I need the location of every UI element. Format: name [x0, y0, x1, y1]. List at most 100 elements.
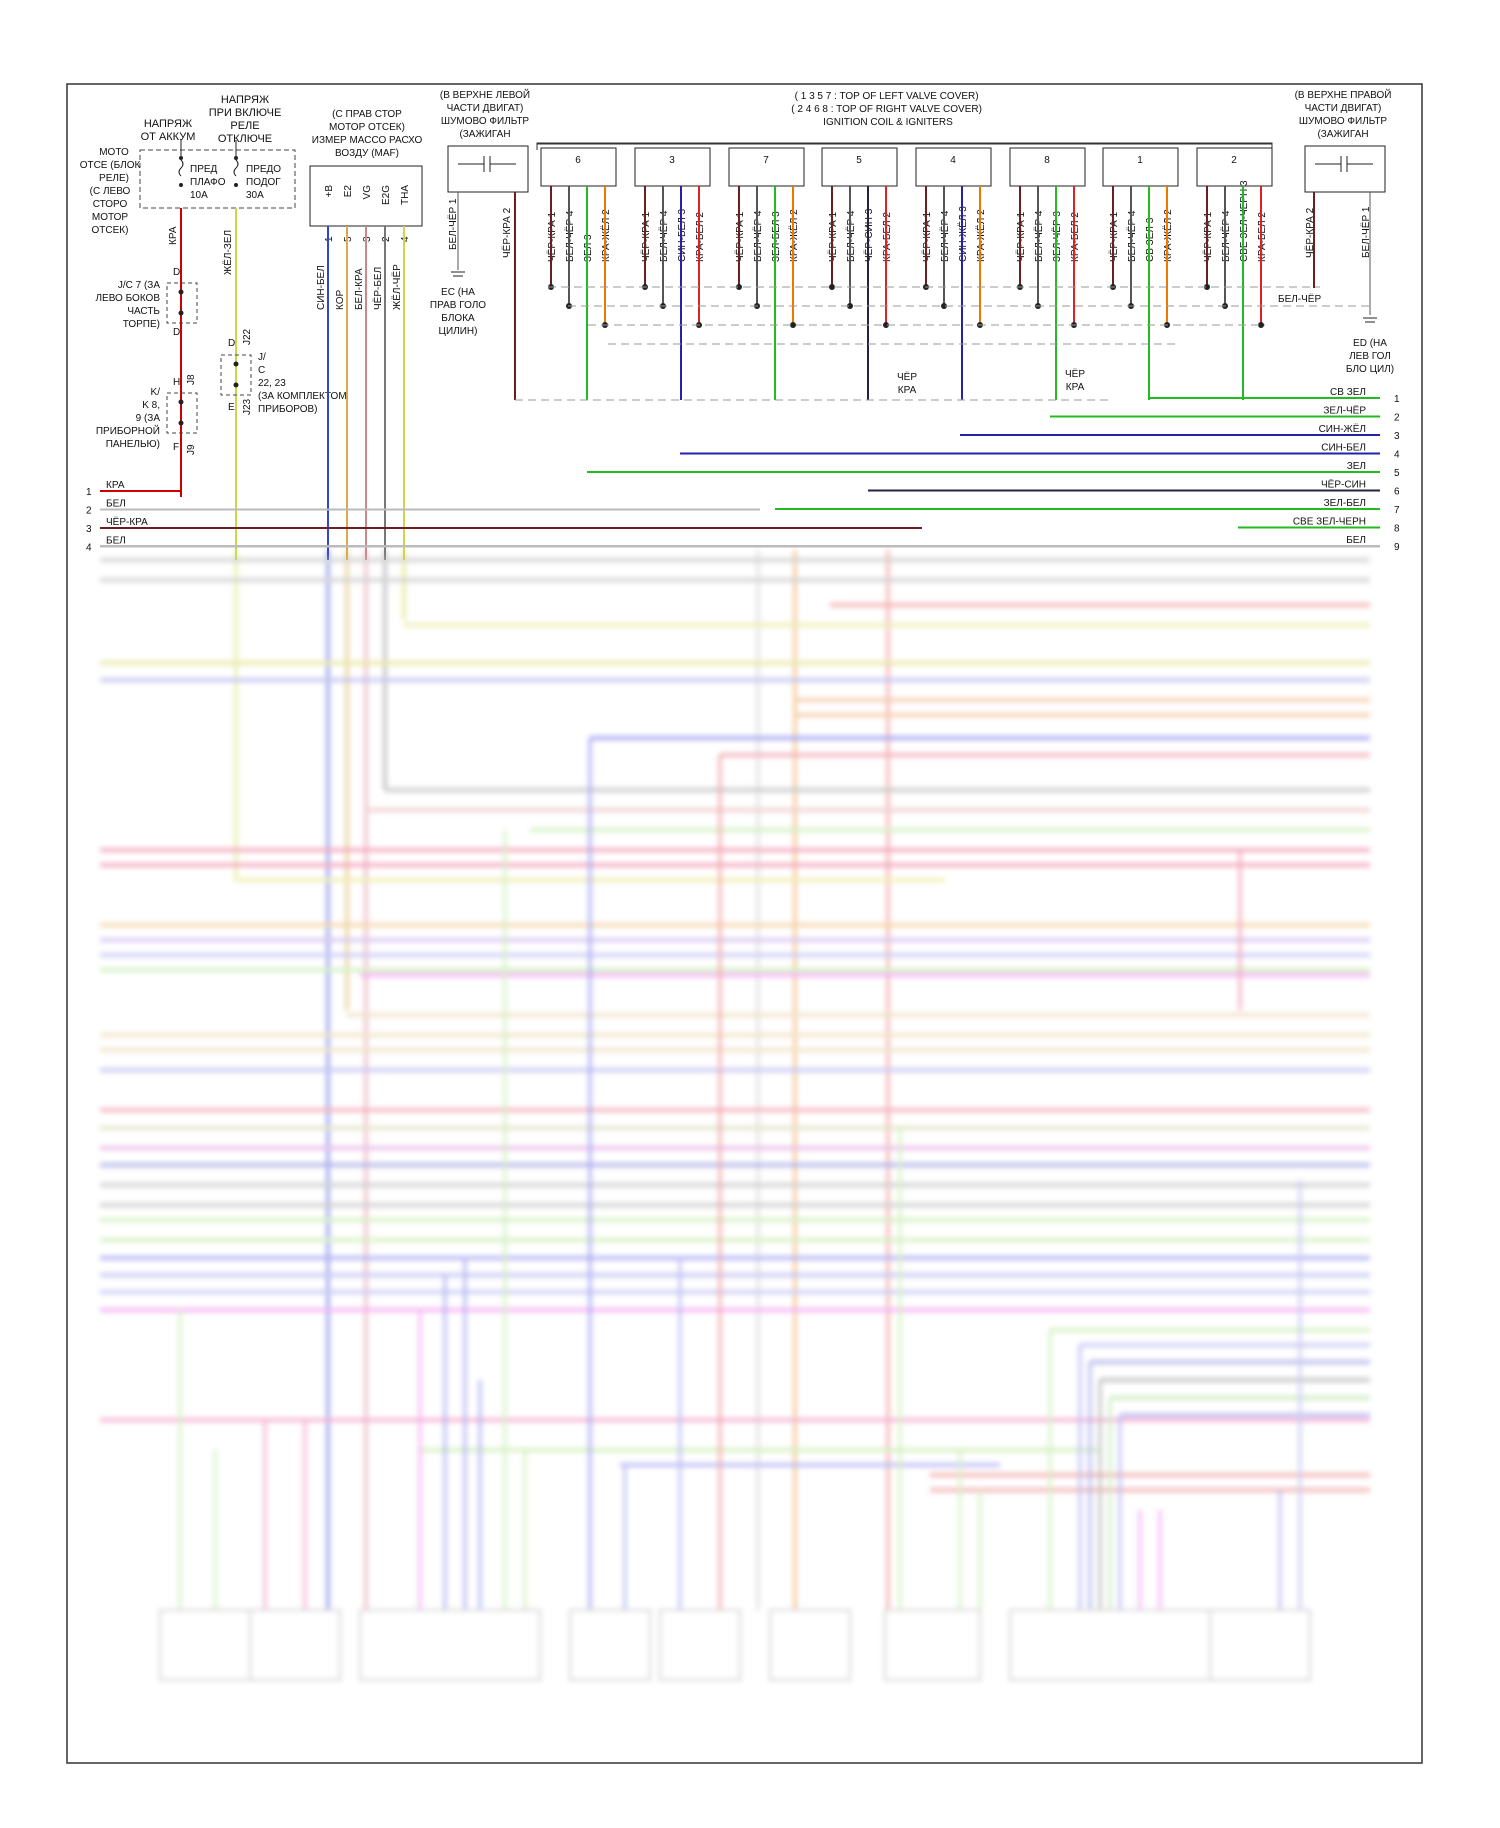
right-output-1: СВ ЗЕЛ 1 [1150, 387, 1400, 405]
k8-connector: K/K 8, 9 (ЗА ПРИБОРНОЙ ПАНЕЛЬЮ) H F J8 J9 [96, 374, 198, 455]
coil-number: 4 [950, 155, 956, 166]
coil-number: 7 [763, 155, 769, 166]
jc7-label: J/C 7 (ЗА ЛЕВО БОКОВ ЧАСТЬ ТОРПЕ) [95, 280, 160, 330]
coil-wire-label: ЗЕЛ 3 [583, 234, 594, 262]
maf-pin-num: 3 [362, 236, 373, 242]
diagram-top-section: НАПРЯЖ ОТ АККУМ НАПРЯЖ ПРИ ВКЛЮЧЕ РЕЛЕ ОТКЛЮ… [66, 83, 1423, 1764]
right-output-label: СИН-ЖЁЛ [1319, 423, 1366, 435]
left-output-label: ЧЁР-КРА [106, 516, 148, 528]
right-output-number: 7 [1394, 505, 1400, 516]
maf-pin-num: 1 [324, 236, 335, 242]
left-output-number: 4 [86, 543, 92, 554]
coil-number: 2 [1231, 155, 1237, 166]
maf-pin-num: 4 [400, 236, 411, 242]
right-output-7: ЗЕЛ-БЕЛ 7 [775, 498, 1400, 516]
maf-pin-label: VG [362, 185, 373, 200]
right-output-3: СИН-ЖЁЛ 3 [960, 423, 1400, 442]
right-output-number: 6 [1394, 487, 1400, 498]
left-output-lines: КРА 1 БЕЛ 2 ЧЁР-КРА 3 БЕЛ 4 [86, 480, 1380, 554]
k8-J8: J8 [186, 374, 197, 385]
zhel-zel-wire-label: ЖЁЛ-ЗЕЛ [222, 230, 234, 275]
diagram-frame [66, 83, 1423, 1764]
jc7-D-top: D [173, 267, 180, 278]
right-output-label: СВЕ ЗЕЛ-ЧЕРН [1293, 517, 1366, 528]
right-output-label: СВ ЗЕЛ [1330, 387, 1366, 398]
maf-wire-label: ЖЁЛ-ЧЁР [391, 264, 403, 310]
maf-pin-num: 2 [381, 236, 392, 242]
k8-label: K/K 8, 9 (ЗА ПРИБОРНОЙ ПАНЕЛЬЮ) [96, 387, 160, 450]
right-output-label: СИН-БЕЛ [1321, 443, 1366, 454]
jc22-connector: J/C 22, 23 (ЗА КОМПЛЕКТОМ ПРИБОРОВ) D E J22… [220, 328, 347, 415]
jc22-J23: J23 [242, 398, 253, 415]
right-output-2: ЗЕЛ-ЧЁР 2 [1050, 405, 1400, 424]
right-output-4: СИН-БЕЛ 4 [680, 443, 1400, 461]
fuse2-label: ПРЕДО ПОДОГ 30A [246, 164, 281, 201]
right-output-label: ЧЁР-СИН [1321, 479, 1366, 491]
left-output-4: БЕЛ 4 [86, 536, 1380, 554]
jc7-connector: J/C 7 (ЗА ЛЕВО БОКОВ ЧАСТЬ ТОРПЕ) D D [95, 267, 198, 338]
coil-wire-label: ЗЕЛ-БЕЛ 3 [771, 211, 782, 262]
right-output-label: ЗЕЛ-ЧЁР [1323, 405, 1366, 417]
maf-title: (С ПРАВ СТОР МОТОР ОТСЕК) ИЗМЕР МАССО РАСХ… [312, 109, 423, 159]
maf-wire-label: БЕЛ-КРА [354, 268, 365, 310]
coil-wire-label: КРА-БЕЛ 2 [695, 212, 706, 262]
ign-supply-label: НАПРЯЖ ПРИ ВКЛЮЧЕ РЕЛЕ ОТКЛЮЧЕ [209, 94, 282, 145]
cher-kra-mid2-label: ЧЁР КРА [1065, 368, 1085, 393]
coil-number: 8 [1044, 155, 1050, 166]
k8-J9: J9 [186, 444, 197, 455]
jc7-D-bottom: D [173, 327, 180, 338]
coil-title: ( 1 3 5 7 : TOP OF LEFT VALVE COVER) ( 2… [791, 91, 984, 128]
maf-wire-label: ЧЁР-БЕЛ [372, 267, 384, 310]
maf-pin-label: +B [324, 185, 335, 198]
right-output-number: 2 [1394, 413, 1400, 424]
left-output-number: 1 [86, 487, 92, 498]
engine-relay-label: МОТО ОТСЕ (БЛОК РЕЛЕ) (С ЛЕВО СТОРО МОТОР ОТСЕ… [80, 147, 141, 236]
maf-pin-num: 5 [343, 236, 354, 242]
left-output-label: БЕЛ [106, 536, 126, 547]
right-output-9: БЕЛ 9 [1346, 535, 1400, 553]
coil-wire-label: КРА-БЕЛ 2 [1070, 212, 1081, 262]
left-output-label: КРА [106, 480, 125, 491]
jc22-J22: J22 [242, 328, 253, 345]
fuse1-label: ПРЕД ПЛАФО 10A [190, 164, 226, 201]
left-filter-label: (В ВЕРХНЕ ЛЕВОЙ ЧАСТИ ДВИГАТ) ШУМОВО ФИЛЬТ… [440, 88, 530, 140]
bel-cher-label: БЕЛ-ЧЁР [1278, 293, 1321, 305]
coil-wire-label: КРА-БЕЛ 2 [1257, 212, 1268, 262]
right-output-5: ЗЕЛ 5 [587, 461, 1400, 479]
right-noise-filter: (В ВЕРХНЕ ПРАВОЙ ЧАСТИ ДВИГАТ) ШУМОВО ФИЛЬ… [1278, 88, 1394, 375]
left-filter-wire1: БЕЛ-ЧЁР 1 [447, 198, 459, 250]
engine-relay-block: НАПРЯЖ ОТ АККУМ НАПРЯЖ ПРИ ВКЛЮЧЕ РЕЛЕ ОТКЛЮ… [80, 94, 296, 236]
right-filter-wire2: БЕЛ-ЧЁР 1 [1360, 206, 1372, 258]
jc22-D: D [228, 338, 235, 349]
maf-sensor: (С ПРАВ СТОР МОТОР ОТСЕК) ИЗМЕР МАССО РАСХ… [309, 109, 423, 310]
kra-wire-label: КРА [168, 226, 179, 245]
coil-number: 1 [1137, 155, 1143, 166]
cher-kra-mid-label: ЧЁР КРА [897, 371, 917, 396]
right-output-number: 3 [1394, 431, 1400, 442]
maf-pin-label: E2 [343, 185, 354, 198]
coil-wire-label: СИН-БЕЛ 3 [677, 208, 688, 262]
maf-pin-label: THA [400, 185, 411, 205]
right-output-number: 5 [1394, 468, 1400, 479]
maf-wire-label: СИН-БЕЛ [316, 265, 327, 310]
maf-wire-label: КОР [335, 290, 346, 310]
right-output-label: БЕЛ [1346, 535, 1366, 546]
left-output-number: 3 [86, 524, 92, 535]
right-output-6: ЧЁР-СИН 6 [868, 479, 1400, 498]
right-output-8: СВЕ ЗЕЛ-ЧЕРН 8 [1238, 517, 1400, 535]
diagram-lower-section [100, 550, 1370, 1681]
maf-pin-label: E2G [381, 185, 392, 205]
right-output-number: 4 [1394, 450, 1400, 461]
jc22-label: J/C 22, 23 (ЗА КОМПЛЕКТОМ ПРИБОРОВ) [258, 352, 347, 415]
right-output-label: ЗЕЛ-БЕЛ [1324, 498, 1366, 509]
right-output-label: ЗЕЛ [1347, 461, 1366, 472]
